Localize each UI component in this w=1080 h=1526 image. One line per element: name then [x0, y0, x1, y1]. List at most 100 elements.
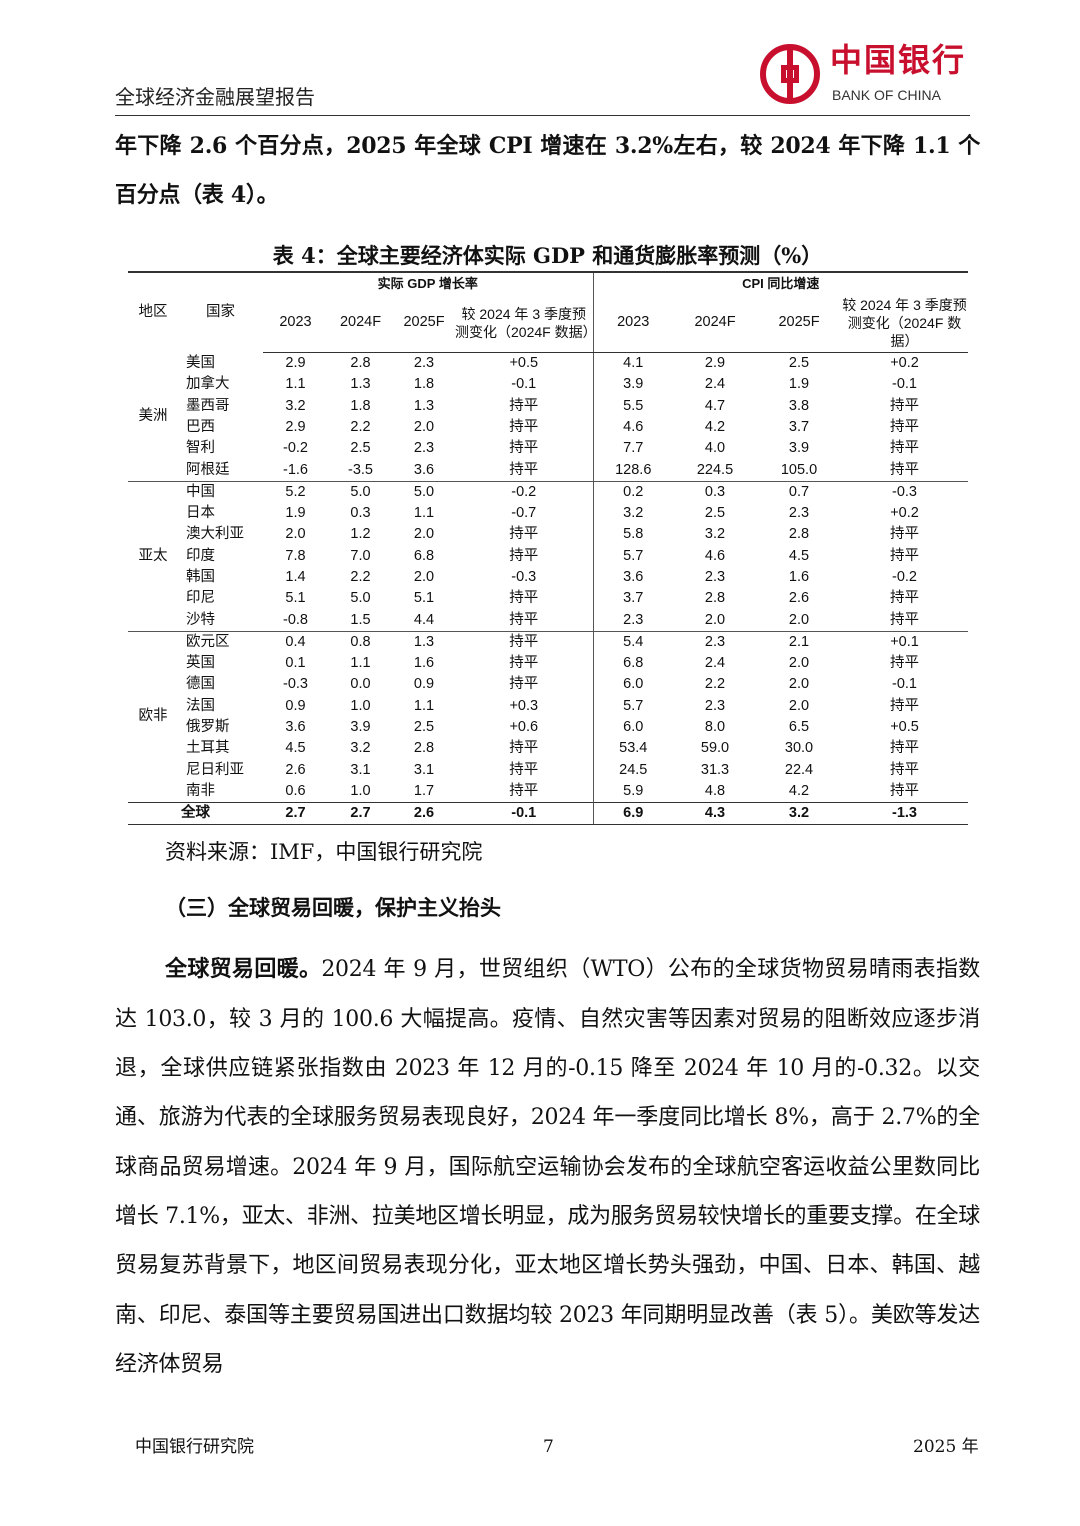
- cpi-change: 持平: [890, 547, 919, 564]
- gdp-change: -0.3: [511, 569, 537, 585]
- header-cpi-group: CPI 同比增速: [592, 270, 968, 294]
- total-gdp-2025f: 2.6: [393, 802, 455, 826]
- gdp-change: 持平: [509, 461, 539, 478]
- country: 加拿大: [186, 376, 230, 393]
- table-row: 印度 7.8 7.0 6.8 持平 5.7 4.6 4.5 持平: [128, 545, 968, 567]
- header-gdp-group: 实际 GDP 增长率: [263, 270, 593, 294]
- header-country: 国家: [178, 270, 263, 353]
- gdp-2024f: 1.5: [350, 611, 371, 628]
- gdp-change: -0.1: [511, 376, 537, 393]
- gdp-2023: 3.6: [285, 719, 306, 736]
- cpi-2023: 0.2: [592, 480, 673, 503]
- gdp-change: 持平: [509, 761, 539, 778]
- gdp-2025f: 1.3: [413, 397, 435, 414]
- cpi-change: 持平: [890, 655, 919, 672]
- cpi-2025f: 105.0: [780, 461, 818, 478]
- gdp-2023: -0.8: [283, 611, 308, 628]
- cpi-2024f: 2.5: [704, 505, 726, 522]
- bank-of-china-logo: 中国银行 BANK OF CHINA: [760, 40, 975, 110]
- gdp-2023: 0.9: [285, 697, 306, 714]
- gdp-2025f: 1.3: [393, 630, 455, 654]
- cpi-change: +0.5: [890, 719, 919, 736]
- gdp-2024f: 3.1: [350, 761, 371, 778]
- gdp-2023: 3.2: [285, 397, 306, 414]
- country: 日本: [186, 505, 215, 522]
- cpi-2024f: 2.3: [704, 569, 726, 585]
- cpi-2023: 4.6: [592, 416, 673, 439]
- gdp-2025f: 4.4: [413, 611, 435, 628]
- cpi-2024f: 2.3: [704, 697, 726, 714]
- cpi-2023: 6.8: [592, 653, 673, 675]
- gdp-2024f: 2.8: [350, 355, 371, 372]
- gdp-change: 持平: [509, 590, 539, 607]
- gdp-2025f: 2.0: [413, 418, 435, 435]
- region-cell: 亚太: [128, 480, 178, 632]
- gdp-2023: 1.9: [285, 505, 306, 522]
- table-row: 欧非 欧元区 0.4 0.8 1.3 持平 5.4 2.3 2.1 +0.1: [128, 630, 968, 803]
- page-content: 年下降 2.6 个百分点，2025 年全球 CPI 增速在 3.2%左右，较 2…: [115, 122, 980, 1462]
- gdp-2024f: 3.2: [350, 740, 371, 757]
- page-footer: 中国银行研究院 7 2025 年: [115, 1416, 980, 1462]
- logo-cn: 中国银行: [830, 41, 967, 79]
- cpi-change: -0.3: [841, 480, 968, 503]
- gdp-change: +0.3: [509, 697, 539, 714]
- total-cpi-2025f: 3.2: [757, 802, 841, 826]
- gdp-change: 持平: [509, 782, 539, 799]
- cpi-2024f: 224.5: [696, 461, 734, 478]
- cpi-2023: 6.0: [592, 716, 673, 739]
- cpi-2024f: 4.0: [704, 440, 726, 457]
- table-row: 英国 0.1 1.1 1.6 持平 6.8 2.4 2.0 持平: [128, 653, 968, 675]
- cpi-2025f: 3.7: [788, 418, 810, 435]
- country: 韩国: [186, 569, 215, 585]
- total-label: 全球: [128, 802, 263, 826]
- gdp-change: 持平: [509, 611, 539, 628]
- cpi-2023: 5.7: [592, 695, 673, 717]
- cpi-2023: 5.9: [592, 780, 673, 803]
- cpi-2023: 53.4: [592, 738, 673, 760]
- table-row: 巴西 2.9 2.2 2.0 持平 4.6 4.2 3.7 持平: [128, 416, 968, 439]
- cpi-2025f: 3.9: [788, 440, 810, 457]
- cpi-2025f: 3.8: [788, 397, 810, 414]
- paragraph-body: 2024 年 9 月，世贸组织（WTO）公布的全球货物贸易晴雨表指数达 103.…: [115, 957, 980, 1377]
- total-cpi-2024f: 4.3: [673, 802, 757, 826]
- total-gdp-2024f: 2.7: [328, 802, 393, 826]
- gdp-2025f: 2.8: [413, 740, 435, 757]
- gdp-2024f: 5.0: [350, 590, 371, 607]
- gdp-2025f: 2.0: [413, 569, 435, 585]
- table-source: 资料来源：IMF，中国银行研究院: [165, 840, 483, 865]
- cpi-2024f: 4.7: [704, 397, 726, 414]
- cpi-2023: 7.7: [592, 438, 673, 460]
- gdp-2023: -0.2: [283, 440, 308, 457]
- header-cpi-2024f: 2024F: [673, 293, 757, 353]
- cpi-2023: 128.6: [592, 459, 673, 482]
- table-row: 土耳其 4.5 3.2 2.8 持平 53.4 59.0 30.0 持平: [128, 738, 968, 760]
- country: 墨西哥: [186, 397, 230, 414]
- report-title: 全球经济金融展望报告: [115, 85, 315, 109]
- total-gdp-change: -0.1: [455, 802, 593, 826]
- cpi-2023: 4.1: [592, 352, 673, 375]
- gdp-change: 持平: [455, 630, 593, 654]
- table-row: 亚太 中国 5.2 5.0 5.0 -0.2 0.2 0.3 0.7 -0.3: [128, 480, 968, 632]
- gdp-2025f: 1.1: [413, 505, 435, 522]
- cpi-2023: 5.8: [592, 524, 673, 546]
- header-cpi-change: 较 2024 年 3 季度预测变化（2024F 数据）: [841, 293, 968, 353]
- gdp-change: +0.5: [509, 355, 539, 372]
- cpi-2023: 6.0: [592, 674, 673, 696]
- gdp-2023: 2.9: [285, 418, 306, 435]
- country: 沙特: [186, 611, 215, 628]
- gdp-2024f: 1.1: [350, 655, 371, 672]
- total-cpi-2023: 6.9: [592, 802, 673, 826]
- forecast-table: 地区 国家 实际 GDP 增长率 CPI 同比增速 2023 2024F 202…: [128, 270, 968, 826]
- logo-en: BANK OF CHINA: [832, 87, 941, 103]
- cpi-change: -0.1: [892, 376, 917, 393]
- cpi-change: 持平: [890, 740, 919, 757]
- table-row: 澳大利亚 2.0 1.2 2.0 持平 5.8 3.2 2.8 持平: [128, 524, 968, 546]
- cpi-2023: 5.4: [592, 630, 673, 654]
- gdp-2025f: 3.1: [413, 761, 435, 778]
- gdp-2024f: -3.5: [348, 461, 373, 478]
- gdp-2023: 2.6: [285, 761, 306, 778]
- country: 印尼: [186, 590, 215, 607]
- header-region: 地区: [128, 270, 178, 353]
- cpi-2025f: 1.9: [788, 376, 810, 393]
- gdp-2023: -1.6: [283, 461, 308, 478]
